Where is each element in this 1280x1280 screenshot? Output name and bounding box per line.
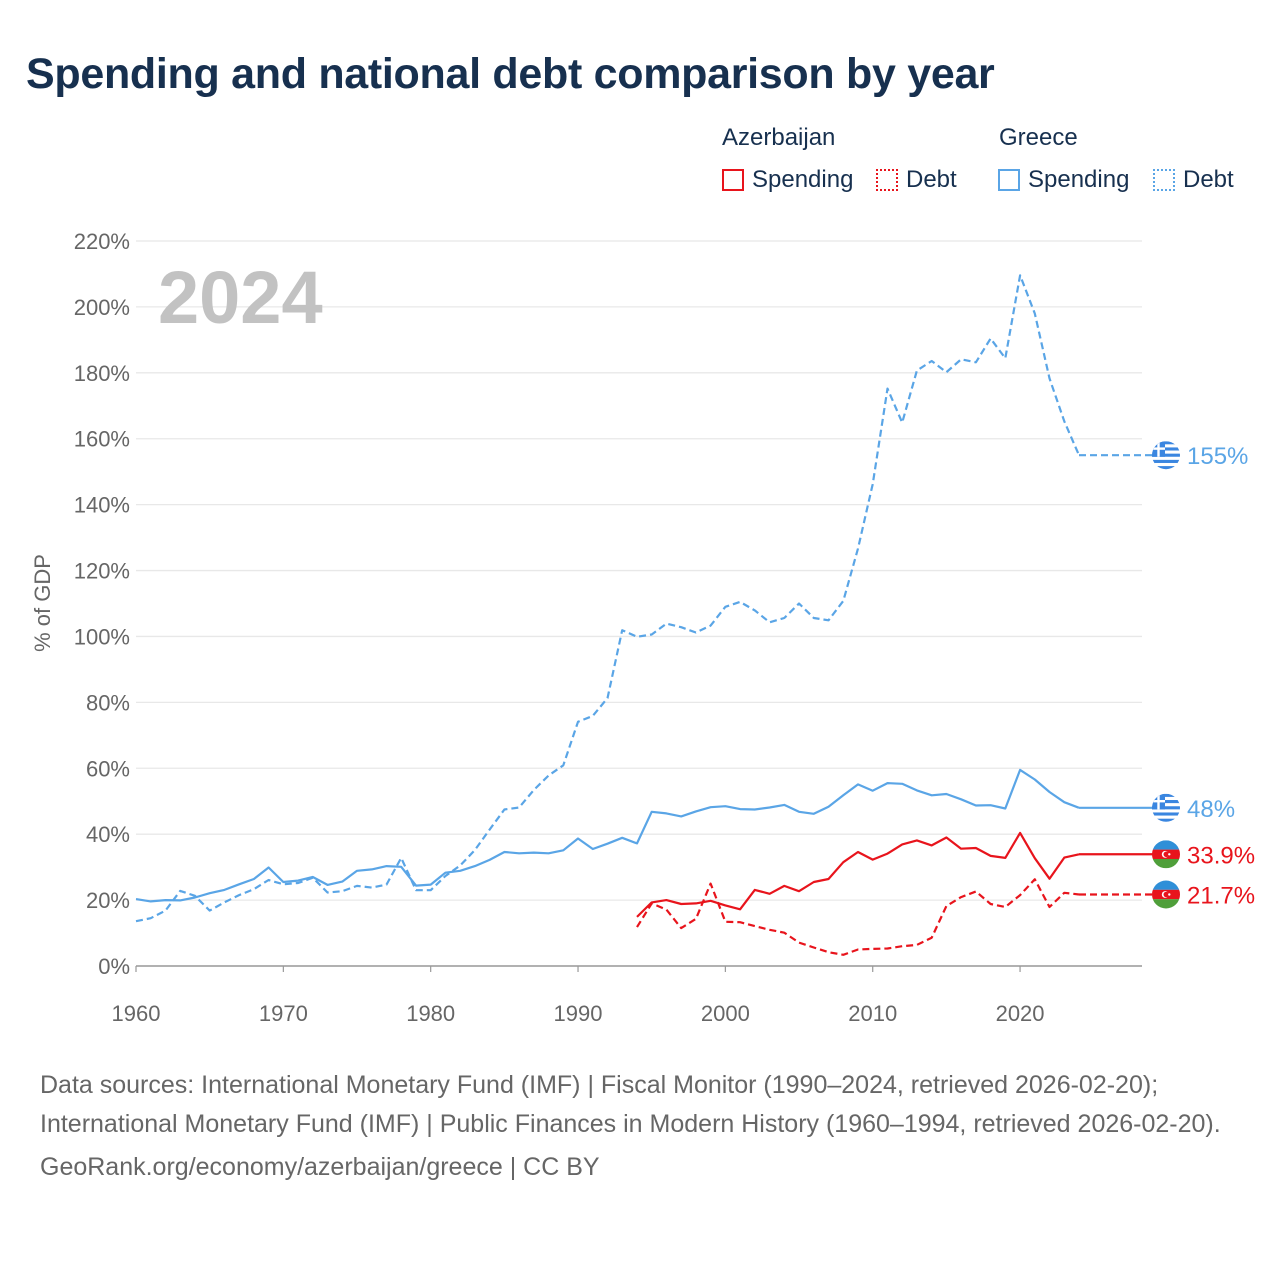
- y-tick-label: 160%: [74, 427, 130, 452]
- legend-swatch-greece-debt: [1153, 169, 1175, 191]
- greece-flag-icon: [1152, 441, 1180, 470]
- y-tick-label: 120%: [74, 559, 130, 584]
- series-line-azerbaijan-spending: [636, 831, 1080, 918]
- series-line-greece-debt: [135, 274, 1081, 923]
- line-chart: 2024 % of GDP 0% 20% 40% 60% 80% 100% 120% 140%…: [30, 229, 1255, 1026]
- y-tick-label: 20%: [86, 888, 130, 913]
- legend-group-azerbaijan: Azerbaijan: [722, 124, 836, 151]
- x-tick-label: 2020: [996, 1001, 1045, 1026]
- y-tick-label: 180%: [74, 361, 130, 386]
- legend-label: Spending: [752, 166, 854, 193]
- y-tick-label: 40%: [86, 822, 130, 847]
- y-tick-label: 80%: [86, 690, 130, 715]
- flag-marker-greece-debt: [1152, 441, 1180, 470]
- legend-label: Debt: [906, 166, 957, 193]
- azerbaijan-flag-icon: [1152, 840, 1180, 869]
- x-tick-label: 1970: [259, 1001, 308, 1026]
- y-tick-label: 220%: [74, 229, 130, 254]
- x-tick-label: 2000: [701, 1001, 750, 1026]
- chart-title: Spending and national debt comparison by…: [26, 50, 995, 98]
- azerbaijan-flag-icon: [1152, 880, 1180, 909]
- legend-greece-debt[interactable]: Debt: [1153, 166, 1234, 194]
- x-tick-label: 1990: [554, 1001, 603, 1026]
- y-tick-label: 60%: [86, 756, 130, 781]
- y-axis-label: % of GDP: [30, 554, 55, 652]
- legend-greece-spending[interactable]: Spending: [998, 166, 1129, 194]
- legend-swatch-azerbaijan-debt: [876, 169, 898, 191]
- series-line-greece-spending: [135, 768, 1080, 903]
- legend-azerbaijan-debt[interactable]: Debt: [876, 166, 957, 194]
- flag-marker-greece-spending: [1152, 793, 1180, 822]
- footer: Data sources: International Monetary Fun…: [40, 1066, 1240, 1187]
- data-sources: Data sources: International Monetary Fun…: [40, 1071, 1221, 1138]
- y-tick-label: 100%: [74, 624, 130, 649]
- greece-flag-icon: [1152, 793, 1180, 822]
- flag-marker-azerbaijan-debt: [1152, 880, 1180, 909]
- year-watermark: 2024: [158, 256, 323, 339]
- legend-swatch-greece-spending: [998, 169, 1020, 191]
- y-tick-label: 140%: [74, 493, 130, 518]
- x-tick-label: 1960: [112, 1001, 161, 1026]
- y-tick-label: 0%: [98, 954, 130, 979]
- x-tick-label: 2010: [848, 1001, 897, 1026]
- legend-label: Debt: [1183, 166, 1234, 193]
- end-value-label-azerbaijan-spending: 33.9%: [1187, 842, 1255, 869]
- legend-swatch-azerbaijan-spending: [722, 169, 744, 191]
- legend-label: Spending: [1028, 166, 1130, 193]
- flag-marker-azerbaijan-spending: [1152, 840, 1180, 869]
- end-value-label-azerbaijan-debt: 21.7%: [1187, 882, 1255, 909]
- y-tick-label: 200%: [74, 295, 130, 320]
- legend-group-greece: Greece: [999, 124, 1078, 151]
- x-tick-label: 1980: [406, 1001, 455, 1026]
- end-value-label-greece-spending: 48%: [1187, 796, 1235, 823]
- end-value-label-greece-debt: 155%: [1187, 443, 1248, 470]
- credit-link[interactable]: GeoRank.org/economy/azerbaijan/greece | …: [40, 1153, 600, 1181]
- legend: Azerbaijan Spending Debt Greece Spending…: [722, 124, 1262, 204]
- series-line-azerbaijan-debt: [636, 878, 1080, 956]
- legend-azerbaijan-spending[interactable]: Spending: [722, 166, 853, 194]
